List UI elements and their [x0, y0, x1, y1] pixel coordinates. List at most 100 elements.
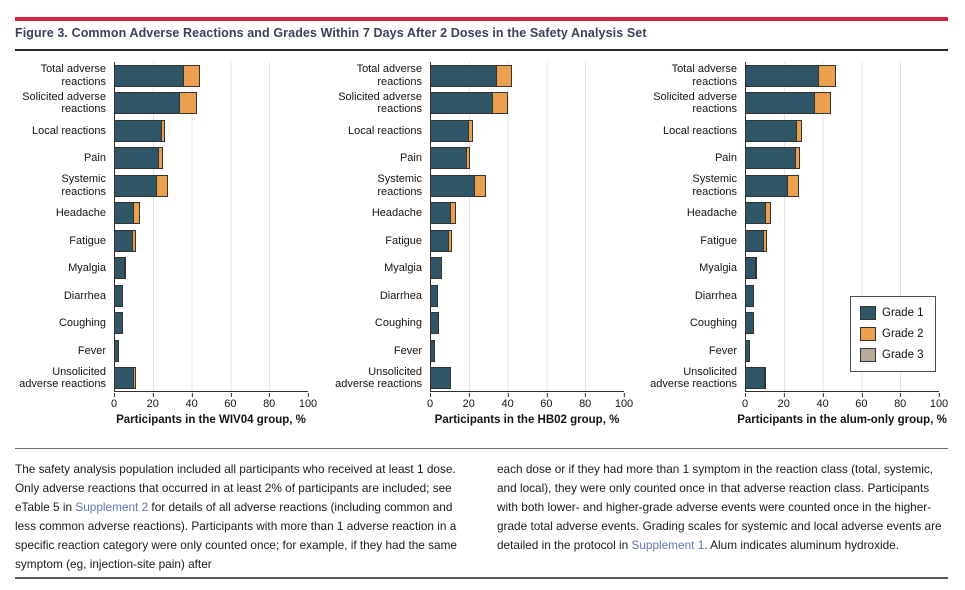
bar-track: [114, 117, 308, 145]
chart-row: Solicited adverse reactions: [324, 90, 624, 118]
stacked-bar: [745, 202, 772, 225]
stacked-bar: [430, 367, 452, 390]
legend-item-grade1: Grade 1: [860, 306, 924, 320]
category-label: Local reactions: [32, 124, 106, 137]
title-divider: [15, 49, 948, 51]
chart-wiv04-group: Total adverse reactions Solicited adverse r…: [8, 62, 317, 434]
category-label: Diarrhea: [694, 289, 737, 302]
x-tick-label: 20: [777, 393, 790, 410]
category-label: Myalgia: [384, 262, 422, 274]
category-label: Headache: [371, 207, 422, 219]
segment-grade1: [746, 230, 764, 251]
segment-grade1: [746, 120, 797, 141]
bar-track: [430, 337, 624, 365]
chart-row: Fever: [639, 337, 939, 365]
category-label: Fever: [77, 344, 106, 357]
bar-track: [430, 365, 624, 393]
segment-grade1: [431, 368, 451, 389]
x-tick-label: 0: [426, 393, 434, 410]
stacked-bar: [745, 92, 832, 115]
segment-grade2: [450, 203, 456, 224]
x-tick-label: 0: [110, 393, 118, 410]
stacked-bar: [114, 92, 197, 115]
supplement-link[interactable]: Supplement 2: [75, 500, 149, 514]
category-label: Pain: [399, 152, 422, 164]
chart-row: Unsolicited adverse reactions: [8, 365, 308, 393]
segment-grade1: [115, 258, 124, 279]
stacked-bar: [430, 202, 457, 225]
segment-grade1: [431, 65, 496, 86]
chart-row: Headache: [8, 200, 308, 228]
category-label: Fever: [393, 344, 422, 357]
segment-grade1: [746, 175, 787, 196]
chart-alum-only-group: Total adverse reactions Solicited adverse r…: [639, 62, 948, 434]
segment-grade1: [431, 340, 434, 361]
segment-grade1: [115, 175, 156, 196]
stacked-bar: [114, 202, 141, 225]
segment-grade1: [115, 313, 122, 334]
segment-grade2: [765, 203, 771, 224]
segment-grade1: [746, 65, 818, 86]
segment-grade2: [182, 65, 200, 86]
chart-row: Solicited adverse reactions: [639, 90, 939, 118]
stacked-bar: [745, 64, 837, 87]
chart-row: Total adverse reactions: [324, 62, 624, 90]
bar-track: [114, 255, 308, 283]
segment-grade1: [115, 368, 134, 389]
x-axis-label-text: Participants in the alum-only group, %: [737, 414, 947, 426]
chart-row: Headache: [324, 200, 624, 228]
category-label: Unsolicited adverse reactions: [335, 365, 422, 391]
x-axis-ticks: 0 20 40 60 80 100: [426, 393, 633, 411]
segment-grade1: [431, 313, 438, 334]
category-label: Total adverse reactions: [40, 63, 106, 88]
x-tick-label: 20: [462, 393, 475, 410]
segment-grade2: [813, 93, 831, 114]
segment-grade1: [115, 203, 134, 224]
segment-grade2: [817, 65, 836, 86]
bar-track: [745, 62, 939, 90]
stacked-bar: [114, 174, 169, 197]
bar-rows: Total adverse reactions Solicited adverse r…: [639, 62, 939, 392]
chart-row: Fatigue: [639, 227, 939, 255]
bar-track: [430, 200, 624, 228]
chart-row: Myalgia: [324, 255, 624, 283]
stacked-bar: [745, 312, 754, 335]
bar-track: [745, 227, 939, 255]
stacked-bar: [745, 339, 750, 362]
bar-track: [430, 310, 624, 338]
legend-item-grade2: Grade 2: [860, 327, 924, 341]
chart-row: Total adverse reactions: [8, 62, 308, 90]
bar-track: [430, 227, 624, 255]
segment-grade2: [465, 148, 469, 169]
category-label: Solicited adverse reactions: [22, 90, 106, 116]
segment-grade1: [431, 93, 493, 114]
segment-grade2: [754, 258, 756, 279]
stacked-bar: [745, 367, 767, 390]
x-tick-label: 60: [855, 393, 868, 410]
segment-grade1: [746, 313, 753, 334]
segment-grade1: [746, 285, 753, 306]
segment-grade2: [794, 148, 800, 169]
x-axis-ticks: 0 20 40 60 80 100: [110, 393, 317, 411]
x-axis-ticks: 0 20 40 60 80 100: [742, 393, 948, 411]
supplement-link[interactable]: Supplement 1: [631, 538, 705, 552]
chart-row: Pain: [639, 145, 939, 173]
segment-grade2: [133, 368, 136, 389]
chart-row: Coughing: [639, 310, 939, 338]
segment-grade2: [132, 230, 136, 251]
segment-grade2: [179, 93, 196, 114]
stacked-bar: [430, 174, 487, 197]
category-label: Systemic reactions: [692, 173, 737, 198]
bar-track: [114, 337, 308, 365]
segment-grade1: [746, 93, 814, 114]
chart-row: Unsolicited adverse reactions: [639, 365, 939, 393]
stacked-bar: [745, 119, 803, 142]
segment-grade1: [746, 203, 766, 224]
legend-label: Grade 1: [882, 307, 924, 319]
bar-track: [745, 117, 939, 145]
x-axis-label: Participants in the alum-only group, %: [737, 414, 947, 426]
grade1-swatch: [860, 306, 876, 320]
bar-track: [430, 90, 624, 118]
stacked-bar: [430, 339, 435, 362]
